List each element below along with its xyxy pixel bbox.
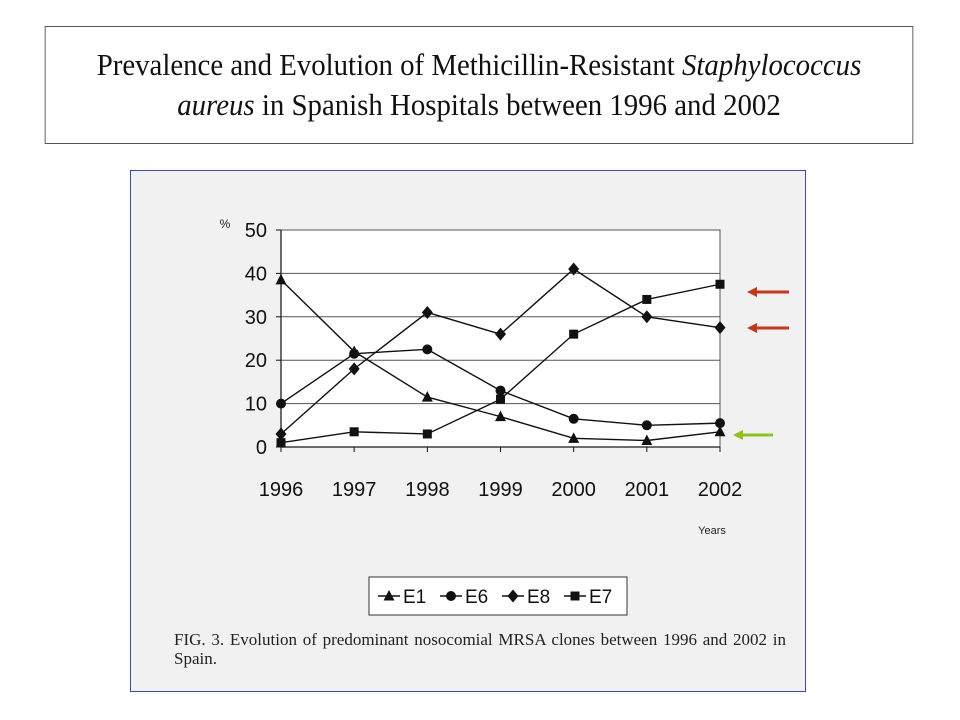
data-point-circle <box>276 398 286 409</box>
title-line-1-text: Prevalence and Evolution of Methicillin-… <box>96 47 682 82</box>
legend-label: E6 <box>465 587 488 608</box>
data-point-circle <box>495 385 506 396</box>
legend-swatch-marker <box>446 591 456 601</box>
data-point-square <box>276 438 286 448</box>
title-line-1-italic: Staphylococcus <box>681 47 862 82</box>
data-point-triangle <box>421 391 433 402</box>
y-tick-label: 40 <box>245 263 267 285</box>
y-tick-label: 10 <box>245 394 267 416</box>
title-line-1: Prevalence and Evolution of Methicillin-… <box>97 45 862 85</box>
data-point-triangle <box>275 273 287 285</box>
data-point-triangle <box>714 425 726 437</box>
data-point-triangle <box>641 434 653 445</box>
legend-swatch-marker <box>570 591 580 601</box>
x-tick-label: 2001 <box>625 479 670 501</box>
arrow-head <box>747 287 757 297</box>
series-e8 <box>275 262 726 441</box>
data-point-diamond <box>275 427 287 441</box>
series-e7 <box>276 279 725 448</box>
slide-title: Prevalence and Evolution of Methicillin-… <box>44 26 914 144</box>
title-line-2-text: in Spanish Hospitals between 1996 and 20… <box>254 87 781 122</box>
legend: E1 E6 E8 E7 <box>368 576 628 616</box>
data-point-circle <box>349 348 360 359</box>
annotation-arrow-e1 <box>733 430 773 440</box>
data-point-circle <box>641 420 652 431</box>
arrow-head <box>733 430 743 440</box>
data-point-triangle <box>495 410 506 422</box>
legend-swatch-marker <box>507 589 519 603</box>
y-tick-label: 30 <box>245 307 267 329</box>
data-point-diamond <box>348 362 360 376</box>
data-point-square <box>715 279 725 289</box>
series-e6 <box>276 344 725 431</box>
legend-swatch-marker <box>383 590 395 601</box>
x-tick-label: 1996 <box>259 479 304 501</box>
data-point-diamond <box>568 262 580 276</box>
annotation-arrow-e8 <box>747 323 789 333</box>
data-point-square <box>496 394 505 404</box>
data-point-circle <box>568 413 579 424</box>
x-tick-labels: 1996 1997 1998 1999 2000 2001 2002 <box>259 447 743 501</box>
y-tick-labels: 0 10 20 30 40 50 <box>245 220 281 459</box>
annotation-arrows <box>733 287 789 440</box>
y-axis-label: % <box>220 217 231 231</box>
y-tick-label: 0 <box>256 437 267 459</box>
x-axis-label: Years <box>698 525 726 537</box>
data-point-triangle <box>568 432 580 443</box>
data-point-square <box>349 427 359 437</box>
data-point-diamond <box>495 327 506 341</box>
x-tick-label: 2002 <box>698 479 743 501</box>
legend-label: E8 <box>527 587 550 608</box>
y-tick-label: 20 <box>245 350 267 372</box>
data-point-square <box>642 294 652 304</box>
data-point-diamond <box>421 305 433 319</box>
figure-caption: FIG. 3. Evolution of predominant nosocom… <box>174 630 786 668</box>
title-line-2-italic: aureus <box>177 87 255 122</box>
arrow-head <box>747 323 757 333</box>
data-point-diamond <box>714 321 726 335</box>
legend-label: E7 <box>589 587 612 608</box>
data-point-circle <box>422 344 433 355</box>
y-tick-label: 50 <box>245 220 267 242</box>
x-tick-label: 1997 <box>332 479 377 501</box>
legend-label: E1 <box>403 587 426 608</box>
data-point-square <box>569 329 579 339</box>
data-point-circle <box>715 418 725 429</box>
series-layer <box>275 262 726 448</box>
annotation-arrow-e7 <box>747 287 789 297</box>
x-tick-label: 1998 <box>405 479 450 501</box>
x-tick-label: 2000 <box>551 479 596 501</box>
data-point-square <box>422 429 432 439</box>
x-tick-label: 1999 <box>478 479 523 501</box>
title-line-2: aureus in Spanish Hospitals between 1996… <box>177 85 781 125</box>
data-point-diamond <box>641 310 653 324</box>
